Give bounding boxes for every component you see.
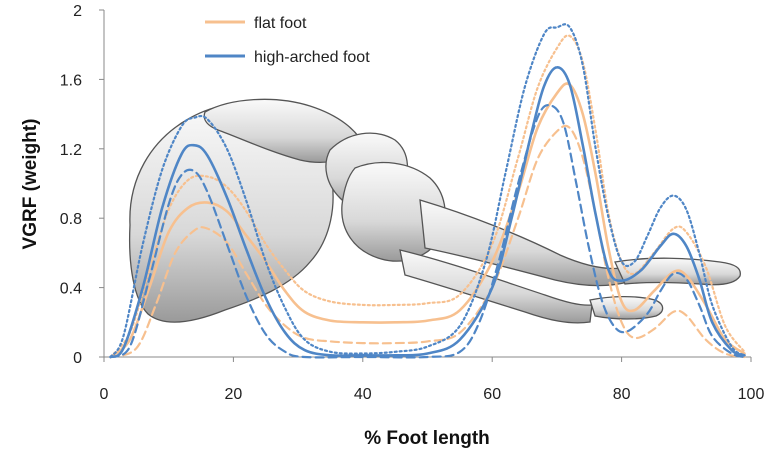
x-ticks: 0 20 40 60 80 100 [100, 357, 765, 403]
y-ticks: 0 0.4 0.8 1.2 1.6 2 [60, 3, 104, 367]
x-tick-label: 40 [354, 386, 372, 403]
series-line-high-arched-foot-solid [109, 66, 746, 359]
legend: flat foot high-arched foot [205, 15, 370, 66]
y-tick-label: 1.6 [60, 72, 82, 89]
series-layer [109, 23, 746, 359]
y-tick-label: 0.4 [60, 281, 82, 298]
y-tick-label: 0.8 [60, 211, 82, 228]
y-tick-label: 1.2 [60, 142, 82, 159]
x-tick-label: 80 [613, 386, 631, 403]
y-tick-label: 2 [73, 3, 82, 20]
series-line-flat-foot-solid [109, 82, 746, 359]
legend-label-flat-foot: flat foot [254, 15, 307, 32]
x-tick-label: 100 [738, 386, 765, 403]
x-tick-label: 20 [225, 386, 243, 403]
series-line-flat-foot-dashed [109, 124, 746, 359]
foot-skeleton-icon [128, 98, 741, 324]
x-axis-title: % Foot length [364, 428, 490, 449]
y-tick-label: 0 [73, 350, 82, 367]
series-line-high-arched-foot-dashed [109, 104, 746, 359]
x-tick-label: 60 [483, 386, 501, 403]
metatarsal-lower-bone [399, 249, 593, 324]
y-axis-title: VGRF (weight) [20, 119, 41, 250]
legend-label-high-arched-foot: high-arched foot [254, 49, 370, 66]
series-line-high-arched-foot-dotted [109, 23, 746, 359]
x-tick-label: 0 [100, 386, 109, 403]
